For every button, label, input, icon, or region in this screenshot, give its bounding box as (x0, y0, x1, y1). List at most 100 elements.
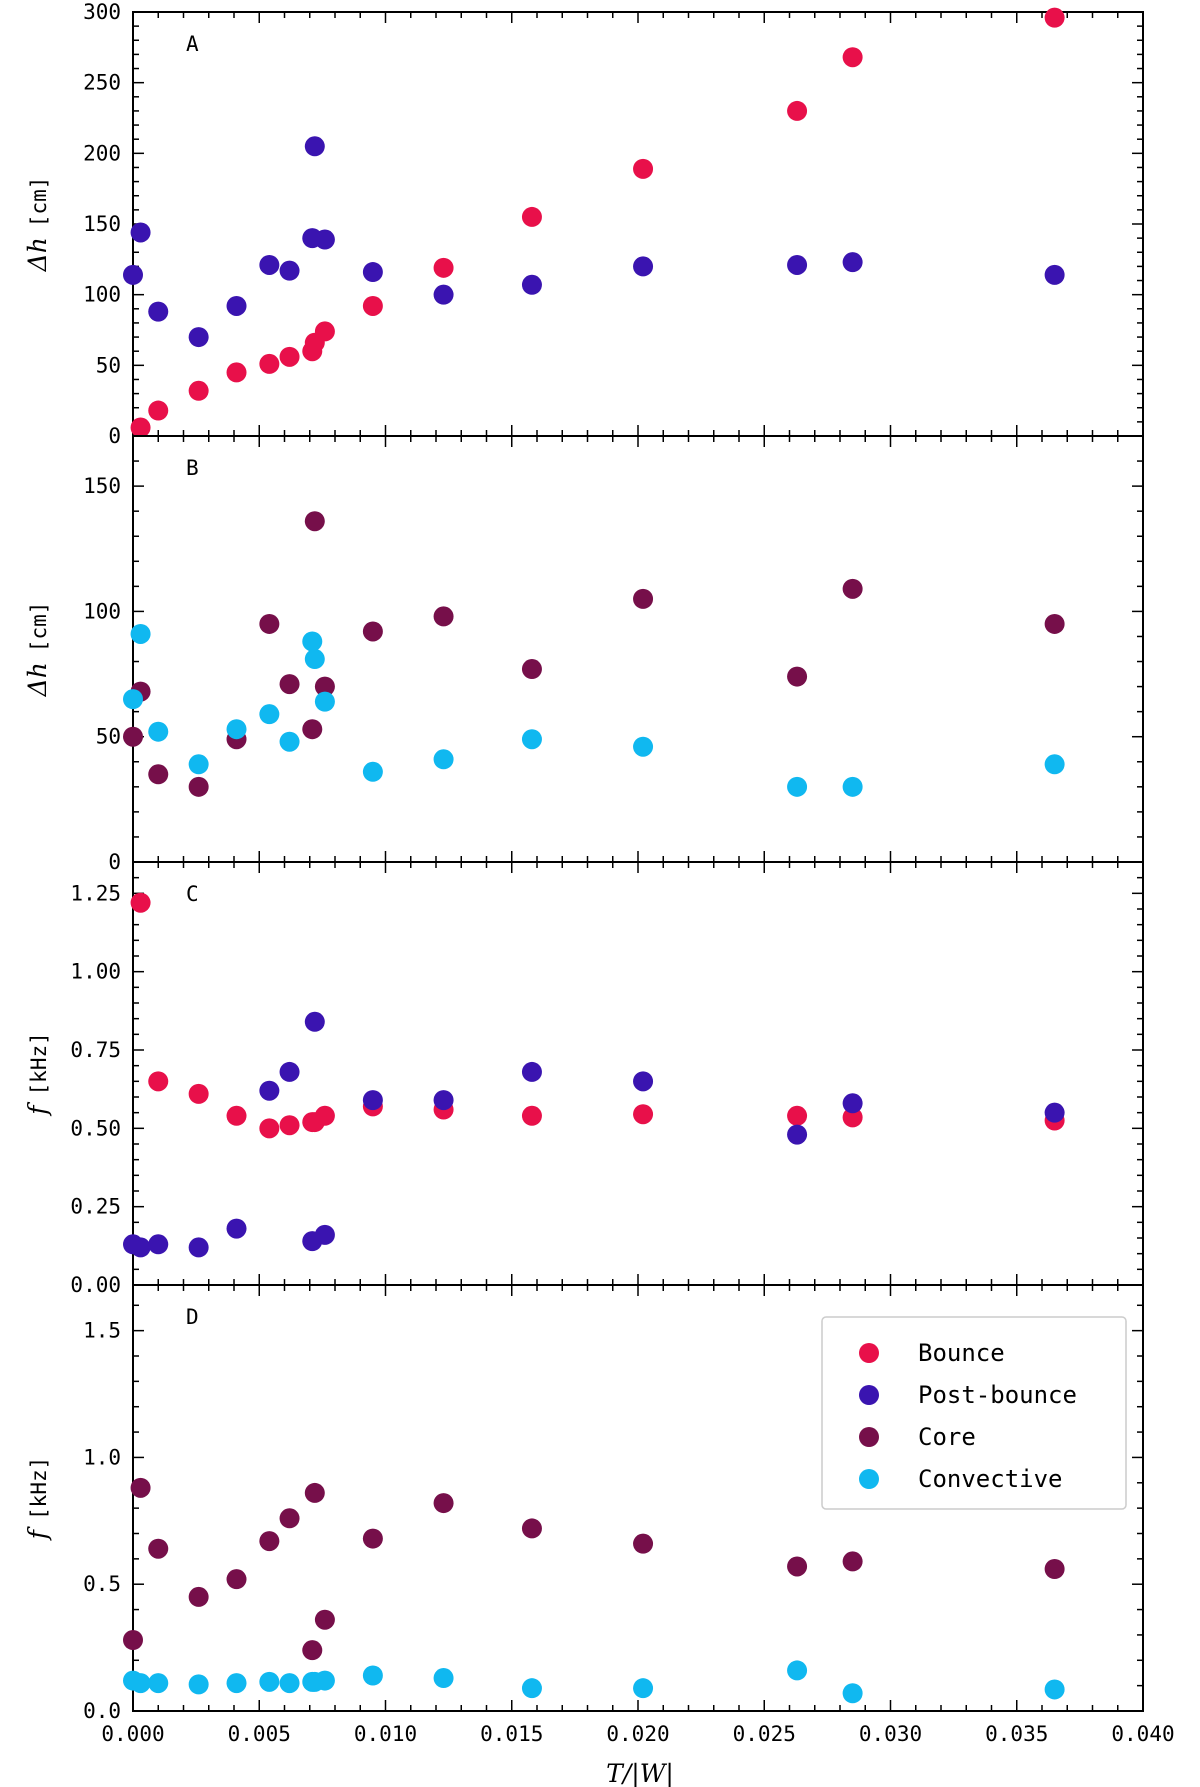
data-point (259, 254, 280, 275)
x-tick-label: 0.025 (733, 1722, 796, 1746)
legend-marker (859, 1343, 879, 1363)
data-point (130, 417, 151, 436)
x-tick-label: 0.040 (1111, 1722, 1174, 1746)
data-point (633, 256, 654, 277)
data-point (130, 1477, 151, 1498)
data-point (130, 1237, 151, 1258)
data-point (130, 222, 151, 243)
x-tick-label: 0.000 (101, 1722, 164, 1746)
x-tick-label: 0.005 (228, 1722, 291, 1746)
data-point (362, 295, 383, 316)
data-point (633, 1678, 654, 1699)
data-point (279, 346, 300, 367)
data-point (842, 1683, 863, 1704)
y-tick-label: 0 (108, 850, 121, 874)
data-point (304, 1011, 325, 1032)
y-axis-symbol: f (23, 1102, 52, 1117)
data-point (521, 1061, 542, 1082)
data-point (433, 1493, 454, 1514)
y-axis-symbol: Δh (23, 237, 52, 272)
data-point (362, 262, 383, 283)
data-point (259, 613, 280, 634)
y-tick-label: 150 (83, 474, 121, 498)
data-point (842, 252, 863, 273)
legend-label: Core (918, 1423, 976, 1451)
data-point (521, 206, 542, 227)
data-point (130, 623, 151, 644)
data-point (188, 1237, 209, 1258)
panel-letter: B (186, 456, 199, 480)
data-point (1044, 1559, 1065, 1579)
data-point (302, 631, 323, 652)
y-axis-title: f [kHz] (23, 1457, 52, 1541)
y-tick-label: 0.00 (70, 1273, 121, 1297)
y-tick-label: 300 (83, 0, 121, 24)
y-tick-label: 100 (83, 599, 121, 623)
data-point (226, 1673, 247, 1694)
data-point (130, 1673, 151, 1694)
legend-label: Bounce (918, 1339, 1005, 1367)
data-point (302, 1640, 323, 1661)
y-tick-label: 100 (83, 283, 121, 307)
data-point (304, 649, 325, 670)
data-point (259, 1080, 280, 1101)
data-point (842, 578, 863, 599)
data-point (188, 1674, 209, 1695)
data-point (314, 321, 335, 342)
data-point (633, 1533, 654, 1554)
data-point (521, 274, 542, 295)
panel-A: 0 50 100 150 200 250 300 A Δh [cm] (23, 0, 1144, 448)
data-point (787, 776, 808, 797)
data-point (188, 327, 209, 348)
y-axis-unit: [kHz] (27, 1457, 51, 1520)
data-point (314, 1670, 335, 1691)
legend-label: Convective (918, 1465, 1063, 1493)
data-point (787, 254, 808, 275)
data-point (188, 1083, 209, 1104)
panel-frame (132, 435, 1144, 863)
data-point (433, 606, 454, 627)
y-axis-symbol: Δh (23, 662, 52, 697)
panel-letter: C (186, 882, 199, 906)
data-point (188, 754, 209, 775)
y-axis-title: Δh [cm] (23, 177, 52, 273)
data-point (279, 731, 300, 752)
data-point (148, 400, 169, 421)
data-point (302, 719, 323, 740)
data-point (362, 761, 383, 782)
data-point (521, 729, 542, 750)
data-point (259, 1531, 280, 1552)
data-point (259, 353, 280, 374)
data-point (362, 1665, 383, 1686)
data-point (226, 295, 247, 316)
data-point (1044, 754, 1065, 775)
legend-marker (859, 1385, 879, 1405)
data-point (304, 1482, 325, 1503)
data-point (362, 1090, 383, 1111)
data-point (633, 158, 654, 179)
panel-C: 0.00 0.25 0.50 0.75 1.00 1.25 Cf [kHz] (23, 861, 1144, 1297)
data-point (148, 764, 169, 785)
data-point (521, 1678, 542, 1699)
x-tick-label: 0.015 (480, 1722, 543, 1746)
series-core (123, 1477, 1065, 1661)
y-axis-unit: [kHz] (27, 1032, 51, 1095)
series-bounce (130, 892, 1065, 1139)
data-point (1044, 1679, 1065, 1700)
data-point (787, 1660, 808, 1681)
data-point (304, 511, 325, 532)
data-point (148, 721, 169, 742)
data-point (521, 1518, 542, 1539)
data-point (259, 1671, 280, 1692)
data-point (226, 719, 247, 740)
panels-layer: 0 50 100 150 200 250 300 A Δh [cm] 0 50 100 150 B Δh [cm… (23, 0, 1175, 1746)
data-point (1044, 264, 1065, 285)
data-point (521, 659, 542, 680)
data-point (521, 1105, 542, 1126)
data-point (314, 691, 335, 712)
data-point (226, 362, 247, 383)
data-point (787, 1105, 808, 1126)
y-tick-label: 1.5 (83, 1319, 121, 1343)
data-point (362, 1528, 383, 1549)
data-point (1044, 7, 1065, 28)
